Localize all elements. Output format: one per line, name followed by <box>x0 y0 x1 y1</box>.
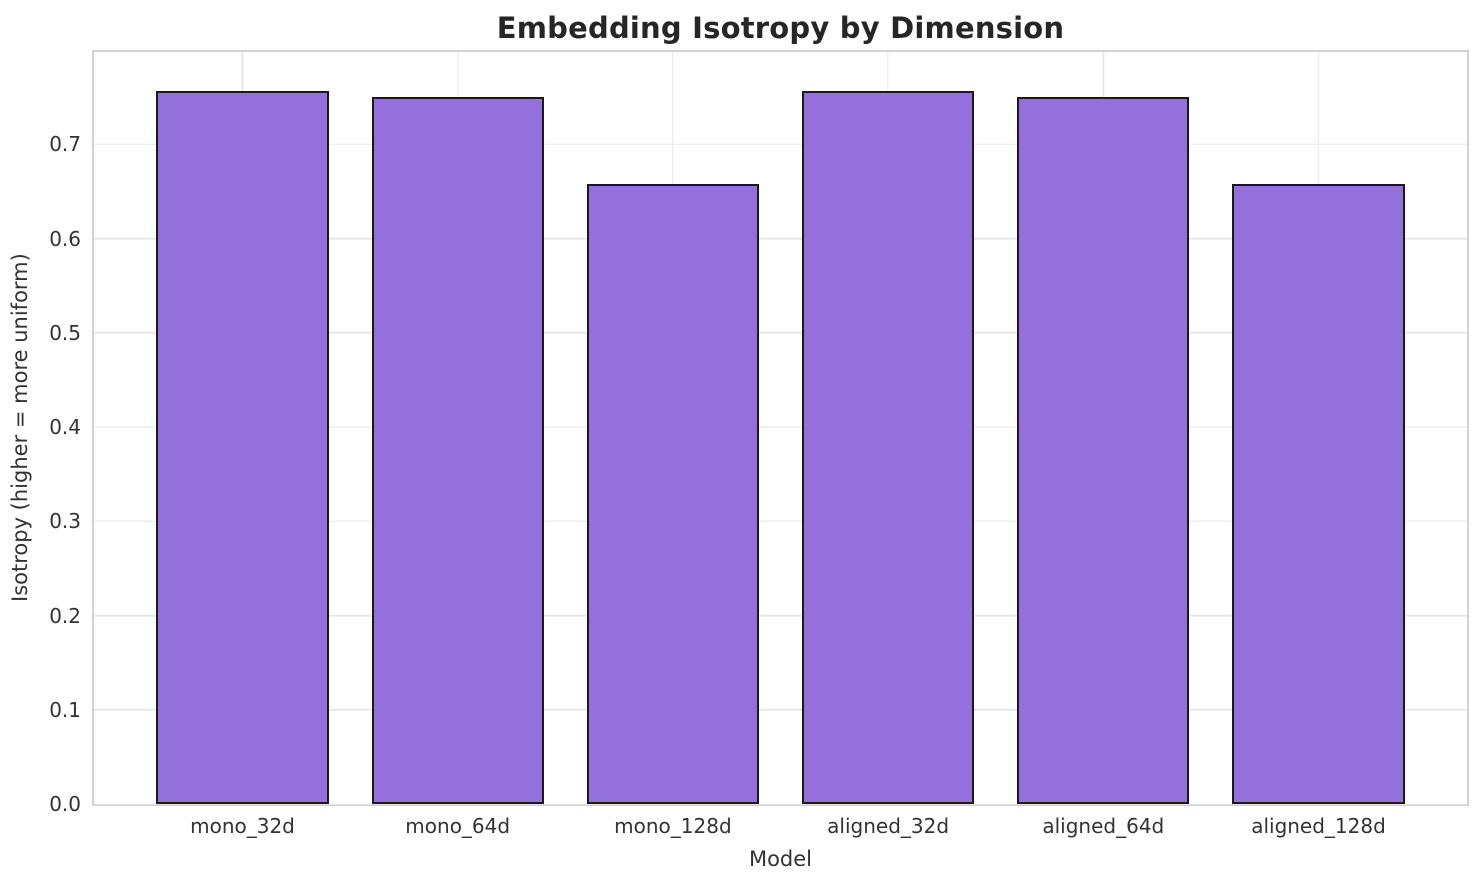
bar-mono_32d <box>156 90 329 804</box>
y-tick-label: 0.1 <box>49 697 81 722</box>
x-tick-label: aligned_128d <box>1251 814 1386 838</box>
y-axis-label: Isotropy (higher = more uniform) <box>8 253 32 603</box>
x-tick-label: aligned_64d <box>1042 814 1165 838</box>
x-tick-label: mono_128d <box>614 814 732 838</box>
y-gridline <box>94 143 1467 146</box>
bar-mono_128d <box>586 183 759 804</box>
y-tick-label: 0.6 <box>49 226 81 251</box>
x-tick-label: mono_64d <box>405 814 511 838</box>
plot-area: 0.0 0.1 0.2 0.3 0.4 0.5 0.6 0.7 mono_32d mono_64d… <box>49 50 1469 836</box>
y-tick-label: 0.0 <box>49 792 81 816</box>
y-tick-label: 0.5 <box>49 320 81 345</box>
y-gridline <box>94 426 1467 428</box>
chart-title: Embedding Isotropy by Dimension <box>496 11 1065 45</box>
y-tick-label: 0.3 <box>49 509 81 534</box>
x-tick-label: mono_32d <box>190 814 295 838</box>
y-gridline <box>94 520 1467 522</box>
bar-aligned_64d <box>1017 97 1190 804</box>
bar-mono_64d <box>371 97 544 804</box>
y-gridline <box>94 803 1467 805</box>
y-tick-label: 0.7 <box>49 132 81 157</box>
x-axis-label: Model <box>748 847 813 871</box>
y-gridline <box>94 332 1467 334</box>
bar-aligned_32d <box>802 90 975 804</box>
y-gridline <box>94 614 1467 617</box>
y-gridline <box>94 237 1467 240</box>
bar-aligned_128d <box>1232 183 1405 804</box>
y-tick-label: 0.2 <box>49 603 81 628</box>
y-gridline <box>94 709 1467 711</box>
y-tick-label: 0.4 <box>49 415 81 440</box>
x-tick-label: aligned_32d <box>827 814 950 838</box>
